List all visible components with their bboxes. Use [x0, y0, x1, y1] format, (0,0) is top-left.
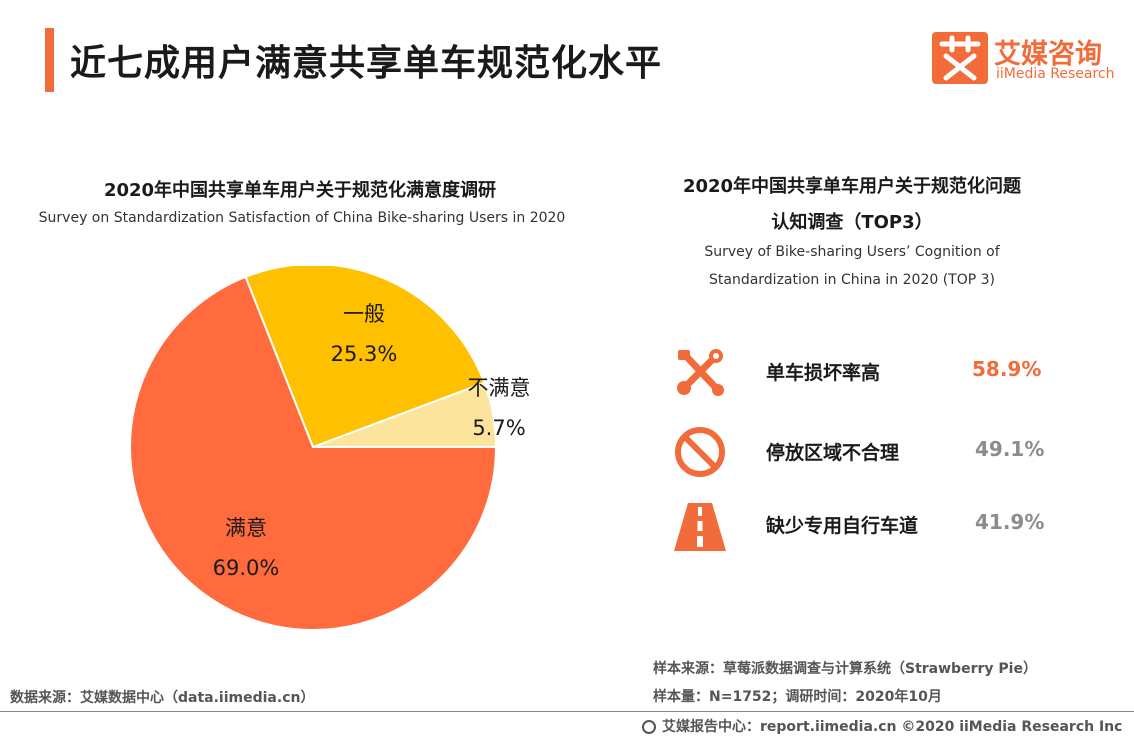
logo-text-en: iiMedia Research — [996, 66, 1115, 82]
ranking-title-line1: 2020年中国共享单车用户关于规范化问题 — [682, 176, 1022, 197]
tools-icon — [672, 344, 728, 400]
rank-row-1: 单车损坏率高 58.9% — [672, 344, 1092, 400]
slice-name-dissatisfied: 不满意 — [467, 376, 531, 400]
page-title: 近七成用户满意共享单车规范化水平 — [70, 43, 663, 84]
slice-neutral — [244, 266, 486, 449]
title-accent-bar — [45, 28, 54, 92]
pie-chart-title: 2020年中国共享单车用户关于规范化满意度调研 — [103, 180, 497, 201]
slice-label-dissatisfied: 不满意 5.7% — [454, 372, 544, 440]
slice-value-dissatisfied: 5.7% — [472, 416, 526, 440]
road-icon — [672, 497, 728, 553]
slice-name-satisfied: 满意 — [225, 516, 267, 540]
slice-value-satisfied: 69.0% — [212, 556, 280, 580]
slice-label-satisfied: 满意 69.0% — [196, 512, 296, 580]
logo-mark-icon — [932, 32, 988, 84]
rank-value-2: 49.1% — [975, 437, 1045, 461]
brand-logo: 艾媒咨询 iiMedia Research — [932, 32, 1115, 88]
rank-label-1: 单车损坏率高 — [766, 362, 881, 384]
slice-label-neutral: 一般 25.3% — [314, 298, 414, 366]
rank-value-1: 58.9% — [972, 357, 1042, 381]
sample-size: 样本量：N=1752；调研时间：2020年10月 — [653, 689, 942, 705]
ranking-subtitle-line2: Standardization in China in 2020 (TOP 3) — [708, 272, 995, 288]
no-entry-icon — [672, 424, 728, 480]
rank-label-3: 缺少专用自行车道 — [766, 515, 919, 537]
slice-dissatisfied — [312, 381, 498, 448]
rank-label-2: 停放区域不合理 — [766, 442, 900, 464]
rank-row-2: 停放区域不合理 49.1% — [672, 424, 1092, 480]
sample-source: 样本来源：草莓派数据调查与计算系统（Strawberry Pie） — [653, 661, 1037, 677]
data-source: 数据来源：艾媒数据中心（data.iimedia.cn） — [10, 690, 315, 706]
slice-name-neutral: 一般 — [343, 302, 385, 326]
pie-chart-subtitle: Survey on Standardization Satisfaction o… — [38, 210, 566, 226]
rank-value-3: 41.9% — [975, 510, 1045, 534]
slice-value-neutral: 25.3% — [330, 342, 398, 366]
ranking-title-line2: 认知调查（TOP3） — [771, 212, 933, 233]
ranking-subtitle-line1: Survey of Bike-sharing Users’ Cognition … — [704, 244, 1000, 260]
satisfaction-pie-chart — [129, 266, 498, 631]
rank-row-3: 缺少专用自行车道 41.9% — [672, 497, 1092, 553]
logo-text-cn: 艾媒咨询 — [994, 39, 1102, 70]
footer-divider — [0, 711, 1134, 712]
copyright-text: 艾媒报告中心：report.iimedia.cn ©2020 iiMedia R… — [662, 719, 1123, 735]
globe-icon — [642, 720, 656, 734]
copyright: 艾媒报告中心：report.iimedia.cn ©2020 iiMedia R… — [642, 716, 1122, 736]
slice-satisfied — [129, 275, 498, 631]
